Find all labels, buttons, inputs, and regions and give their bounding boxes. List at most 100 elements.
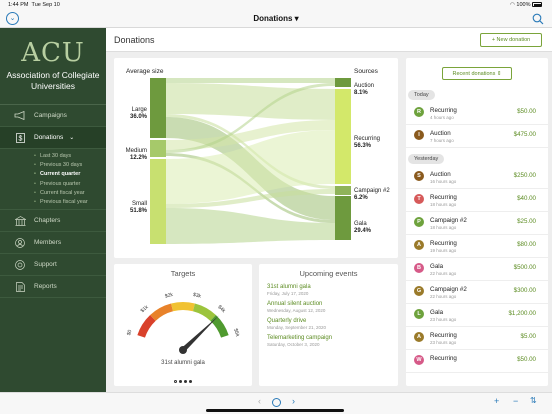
sankey-pct-auction: 8.1% — [354, 90, 368, 96]
svg-text:$: $ — [18, 135, 22, 142]
gauge-segment — [150, 303, 174, 321]
flow-small-recurring — [166, 130, 335, 204]
flow-large-recurring — [166, 83, 335, 120]
back-icon[interactable]: ‹ — [258, 396, 261, 406]
gauge-segment — [171, 302, 195, 312]
event-item[interactable]: 31st alumni gala Friday, July 17, 2020 — [267, 284, 398, 296]
sidebar-item-support[interactable]: Support — [0, 254, 106, 277]
filter-icon[interactable]: ⇅ — [530, 396, 537, 405]
submenu-previous-30-days[interactable]: Previous 30 days — [34, 161, 106, 170]
flow-small-campaign2 — [166, 189, 335, 208]
targets-title: Targets — [170, 269, 196, 278]
donation-source: Recurring — [430, 332, 457, 339]
donation-amount: $40.00 — [517, 195, 536, 202]
page-dot[interactable] — [189, 380, 192, 383]
main-header: Donations + New donation — [106, 28, 552, 52]
gauge-segment — [192, 303, 216, 321]
submenu-current-quarter[interactable]: Current quarter — [34, 170, 106, 179]
donation-amount: $50.00 — [517, 356, 536, 363]
event-item[interactable]: Telemarketing campaign Saturday, October… — [267, 335, 398, 347]
page-dot[interactable] — [174, 380, 177, 383]
donation-time: 23 hours ago — [430, 317, 457, 322]
donor-avatar: I — [414, 130, 424, 140]
person-icon — [14, 237, 26, 248]
submenu-last-30-days[interactable]: Last 30 days — [34, 152, 106, 161]
status-time-date: 1:44 PM Tue Sep 10 — [8, 2, 60, 8]
org-logo: ACU Association of Collegiate Universiti… — [0, 28, 106, 92]
donation-row[interactable]: B Gala 22 hours ago $500.00 — [406, 258, 548, 281]
sankey-node-small — [150, 159, 166, 244]
donation-amount: $25.00 — [517, 218, 536, 225]
new-donation-button[interactable]: + New donation — [480, 33, 542, 47]
bottom-toolbar: ‹ › + − ⇅ — [0, 392, 552, 414]
sankey-label-large: Large — [132, 107, 148, 113]
donation-time: 19 hours ago — [430, 248, 457, 253]
donation-time: 4 hours ago — [430, 115, 454, 120]
donor-avatar: W — [414, 355, 424, 365]
donation-source: Gala — [430, 263, 444, 270]
org-name: Association of Collegiate Universities — [6, 70, 100, 91]
donation-row[interactable]: A Recurring 19 hours ago $80.00 — [406, 235, 548, 258]
gauge-tick-label: $0 — [126, 329, 133, 336]
sankey-node-large — [150, 78, 166, 138]
lifebuoy-icon — [14, 259, 26, 270]
page-title-menu[interactable]: Donations ▾ — [253, 14, 299, 23]
recent-donations-button[interactable]: Recent donations ⇕ — [442, 67, 512, 80]
menu-collapse-icon[interactable]: ⌄ — [6, 12, 19, 25]
submenu-current-fiscal-year[interactable]: Current fiscal year — [34, 189, 106, 198]
sidebar-item-chapters[interactable]: Chapters — [0, 210, 106, 233]
event-name: Telemarketing campaign — [267, 335, 333, 341]
donor-avatar: T — [414, 194, 424, 204]
targets-gauge: $0 $1k $2k $3k $4k $5k — [126, 292, 241, 354]
donation-row[interactable]: T Recurring 18 hours ago $40.00 — [406, 189, 548, 212]
donation-row[interactable]: A Recurring 23 hours ago $5.00 — [406, 327, 548, 350]
donation-row[interactable]: R Recurring 4 hours ago $50.00 — [406, 102, 548, 125]
sidebar-item-donations[interactable]: $ Donations ⌄ — [0, 127, 106, 149]
org-mark: ACU — [21, 38, 85, 68]
gauge-tick-label: $3k — [192, 292, 202, 300]
donation-row[interactable]: S Auction 16 hours ago $250.00 — [406, 166, 548, 189]
sankey-label-gala: Gala — [354, 221, 367, 227]
donation-row[interactable]: W Recurring $50.00 — [406, 350, 548, 373]
home-circle-icon[interactable] — [272, 398, 281, 407]
donation-source: Recurring — [430, 107, 457, 114]
page-dot[interactable] — [184, 380, 187, 383]
donor-avatar: A — [414, 332, 424, 342]
chevron-down-icon: ⌄ — [69, 135, 75, 141]
donor-avatar: R — [414, 107, 424, 117]
page-dot[interactable] — [179, 380, 182, 383]
sankey-card: Average size Sources Large 36.0% Medium … — [114, 58, 398, 258]
submenu-previous-quarter[interactable]: Previous quarter — [34, 180, 106, 189]
sankey-right-title: Sources — [354, 68, 379, 75]
donation-amount: $50.00 — [517, 108, 536, 115]
sidebar-item-reports[interactable]: Reports — [0, 276, 106, 299]
forward-icon[interactable]: › — [292, 396, 295, 406]
donor-avatar: A — [414, 240, 424, 250]
donor-avatar: G — [414, 286, 424, 296]
donation-row[interactable]: L Gala 23 hours ago $1,200.00 — [406, 304, 548, 327]
event-name: 31st alumni gala — [267, 284, 311, 290]
page-indicator[interactable] — [114, 370, 252, 388]
gauge-tick-label: $1k — [140, 304, 150, 314]
event-item[interactable]: Annual silent auction Wednesday, August … — [267, 301, 398, 313]
dollar-icon: $ — [14, 132, 26, 143]
donation-source: Auction — [430, 171, 451, 178]
donation-row[interactable]: G Campaign #2 22 hours ago $300.00 — [406, 281, 548, 304]
event-item[interactable]: Quarterly drive Monday, September 21, 20… — [267, 318, 398, 330]
donation-row[interactable]: P Campaign #2 18 hours ago $25.00 — [406, 212, 548, 235]
donation-time: 22 hours ago — [430, 271, 457, 276]
gauge-tick-label: $5k — [232, 328, 240, 338]
sidebar-item-campaigns[interactable]: Campaigns — [0, 105, 106, 127]
sankey-pct-campaign2: 6.2% — [354, 195, 368, 201]
donation-row[interactable]: I Auction 7 hours ago $475.00 — [406, 125, 548, 148]
wifi-icon: ◠ — [510, 2, 515, 8]
sankey-label-auction: Auction — [354, 83, 374, 89]
search-icon[interactable] — [532, 13, 544, 25]
sidebar-item-members[interactable]: Members — [0, 232, 106, 255]
targets-card[interactable]: Targets $0 $1k $2k $3k $4k $5k 31st alumni ga… — [114, 264, 252, 386]
submenu-previous-fiscal-year[interactable]: Previous fiscal year — [34, 198, 106, 207]
event-date: Monday, September 21, 2020 — [267, 325, 326, 330]
minus-icon[interactable]: − — [513, 396, 519, 406]
donation-source: Campaign #2 — [430, 217, 467, 224]
add-icon[interactable]: + — [494, 396, 500, 406]
